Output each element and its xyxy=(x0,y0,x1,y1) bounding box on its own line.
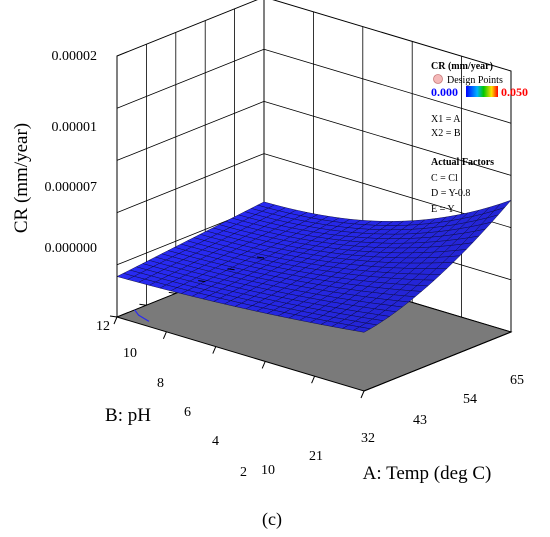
color-scale-bar xyxy=(466,86,498,97)
x-tick-label: 32 xyxy=(361,431,375,446)
z-axis-title: CR (mm/year) xyxy=(11,123,32,233)
y-tick-mark xyxy=(198,280,206,283)
x-tick-label: 54 xyxy=(463,392,477,407)
y-tick-mark xyxy=(109,315,118,318)
legend-line: X2 = B xyxy=(431,128,461,139)
y-axis-title: B: pH xyxy=(105,405,151,426)
wall-gridline xyxy=(263,48,512,124)
x-tick-mark xyxy=(261,361,266,369)
x-tick-mark xyxy=(113,316,118,325)
surface-cell xyxy=(352,326,372,333)
x-tick-mark xyxy=(311,376,316,384)
z-tick-label: 0.00002 xyxy=(52,49,98,64)
x-tick-mark xyxy=(162,331,167,339)
x-tick-mark xyxy=(360,390,365,399)
x-tick-label: 21 xyxy=(309,449,323,464)
z-tick-label: 0.00001 xyxy=(52,120,98,135)
legend-title: CR (mm/year) xyxy=(431,61,493,72)
figure-caption: (c) xyxy=(262,509,282,530)
y-tick-label: 6 xyxy=(184,405,191,420)
y-tick-mark xyxy=(227,268,235,271)
factor-line: D = Y-0.8 xyxy=(431,188,470,199)
design-points-icon xyxy=(433,74,443,84)
y-tick-label: 10 xyxy=(123,346,137,361)
y-tick-mark xyxy=(168,291,176,294)
response-surface xyxy=(116,199,512,333)
x-tick-label: 65 xyxy=(510,373,524,388)
legend-line: X1 = A xyxy=(431,114,461,125)
legend-range-min: 0.000 xyxy=(431,85,458,99)
legend-range-max: 0.050 xyxy=(501,85,528,99)
z-tick-label: 0.000000 xyxy=(45,241,98,256)
design-points-label: Design Points xyxy=(447,75,503,86)
y-tick-label: 8 xyxy=(157,376,164,391)
contour-line xyxy=(134,309,150,322)
factors-title: Actual Factors xyxy=(431,157,494,168)
factor-line: E = Y xyxy=(431,204,455,215)
wall-gridline xyxy=(263,101,512,176)
y-tick-mark xyxy=(139,303,147,306)
y-tick-label: 12 xyxy=(96,319,110,334)
wall-gridline xyxy=(116,153,265,213)
x-axis-title: A: Temp (deg C) xyxy=(363,463,492,484)
y-tick-label: 4 xyxy=(212,434,219,449)
factor-line: C = Cl xyxy=(431,173,458,184)
z-tick-label: 0.000007 xyxy=(45,180,98,195)
floor-edge xyxy=(363,331,512,392)
wall-gridline xyxy=(116,101,265,161)
x-tick-label: 10 xyxy=(261,463,275,478)
x-tick-label: 43 xyxy=(413,413,427,428)
legend: CR (mm/year) Design Points 0.000 0.050 X… xyxy=(431,61,528,215)
y-tick-label: 2 xyxy=(240,465,247,480)
wall-gridline xyxy=(116,48,265,109)
axes-layer xyxy=(109,56,512,399)
x-tick-mark xyxy=(212,346,217,354)
y-tick-mark xyxy=(256,256,265,259)
